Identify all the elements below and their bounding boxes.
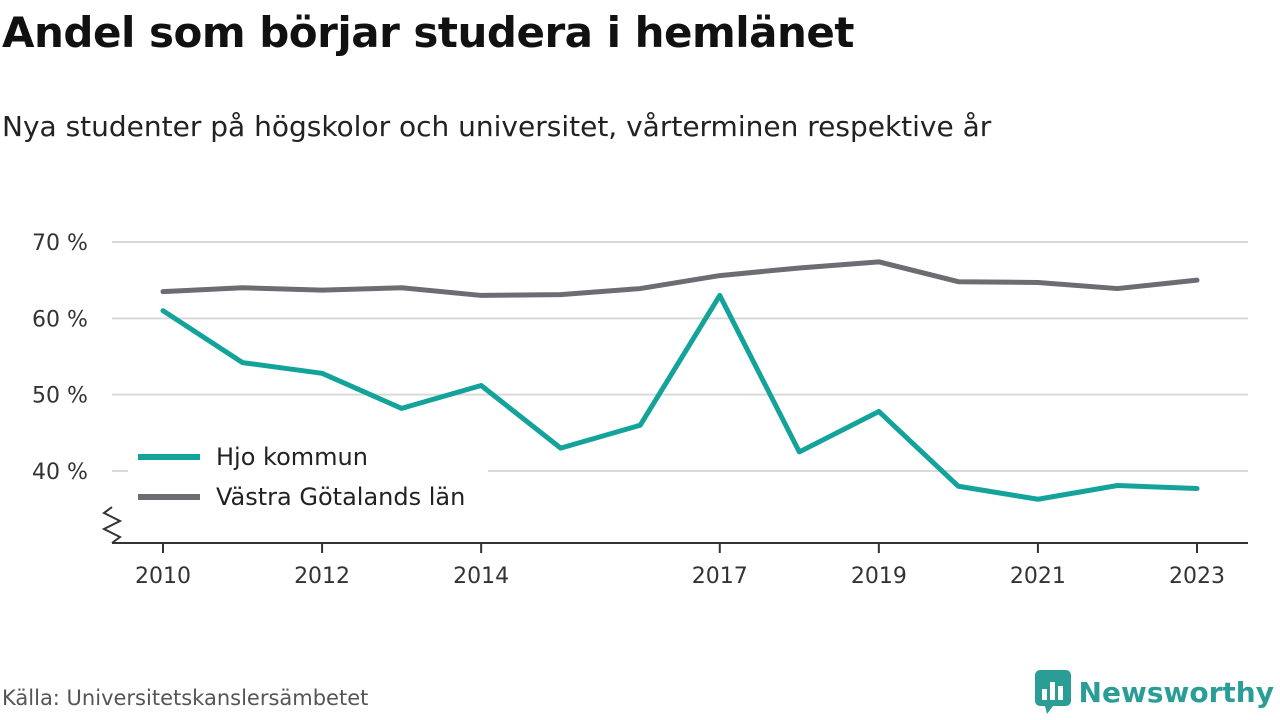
x-tick-label-2012: 2012 [294,564,350,589]
x-tick-label-2021: 2021 [1010,564,1066,589]
y-tick-label-40: 40 % [32,460,88,485]
axis-break-icon [101,506,123,544]
legend-background [128,436,488,520]
brand-logo[interactable]: Newsworthy [1034,670,1274,714]
series-line-v-stra-g-talands-l-n [160,259,1200,298]
x-tick-label-2023: 2023 [1169,564,1225,589]
legend-label-vastra-gotalands-lan: Västra Götalands län [216,483,465,511]
brand-name: Newsworthy [1078,675,1274,709]
y-tick-label-70: 70 % [32,231,88,256]
y-tick-label-60: 60 % [32,307,88,332]
chart-subtitle: Nya studenter på högskolor och universit… [2,110,992,143]
chart-title: Andel som börjar studera i hemlänet [2,8,855,57]
series-lines [160,259,1200,502]
legend: Hjo kommun Västra Götalands län [128,436,488,520]
newsworthy-logo-icon [1034,670,1071,714]
series-line-hjo-kommun [160,292,1200,502]
x-tick-label-2019: 2019 [851,564,907,589]
x-axis: 2010 2012 2014 2017 2019 2021 2023 [101,506,1248,589]
x-tick-label-2017: 2017 [692,564,748,589]
y-tick-label-50: 50 % [32,384,88,409]
x-tick-label-2014: 2014 [453,564,509,589]
source-note: Källa: Universitetskanslersämbetet [2,686,369,710]
x-tick-label-2010: 2010 [135,564,191,589]
legend-label-hjo-kommun: Hjo kommun [216,443,368,471]
y-axis: 40 % 50 % 60 % 70 % [32,231,88,485]
